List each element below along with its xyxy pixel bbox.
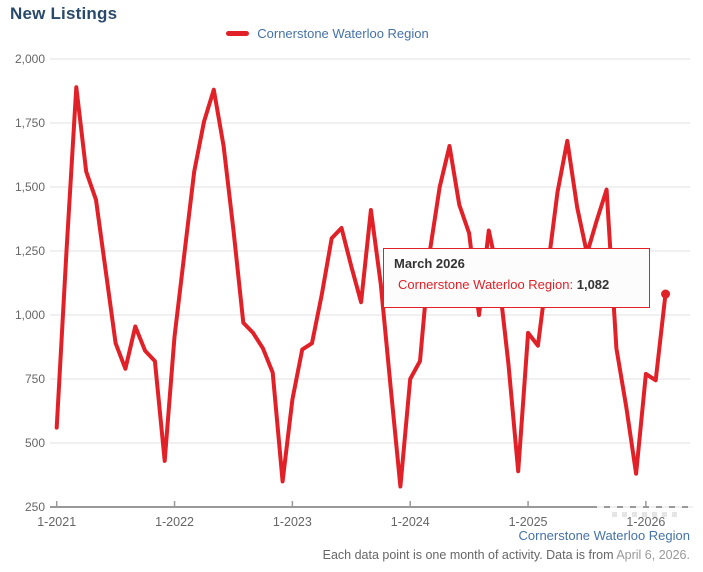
x-axis-label: 1-2026 [626, 515, 665, 529]
y-axis-label: 2,000 [15, 52, 45, 66]
page-title: New Listings [10, 4, 118, 23]
x-axis-label: 1-2021 [37, 515, 76, 529]
tooltip-series-label: Cornerstone Waterloo Region: [398, 277, 574, 292]
tooltip-title: March 2026 [394, 256, 465, 271]
x-axis-label: 1-2022 [155, 515, 194, 529]
highlighted-point-marker[interactable] [661, 289, 671, 299]
x-axis-label: 1-2024 [391, 515, 430, 529]
tooltip-value: 1,082 [576, 277, 610, 292]
footer-brand-link[interactable]: Cornerstone Waterloo Region [518, 528, 691, 543]
x-axis-label: 1-2025 [509, 515, 548, 529]
y-axis-label: 1,500 [15, 180, 45, 194]
series-line [54, 85, 668, 489]
chart-canvas: 250 500 750 1,000 1,250 1,500 1,750 2,000 1-2021… [15, 52, 693, 529]
y-axis-label: 1,250 [15, 244, 45, 258]
x-axis-label: 1-2023 [273, 515, 312, 529]
legend-label: Cornerstone Waterloo Region [257, 26, 429, 41]
y-axis-label: 1,750 [15, 116, 45, 130]
watermark [597, 503, 693, 512]
footer-note: Each data point is one month of activity… [323, 548, 690, 562]
legend-item[interactable]: Cornerstone Waterloo Region [0, 26, 679, 41]
watermark-shadow [612, 512, 678, 517]
y-axis-label: 750 [25, 372, 45, 386]
tooltip-row: Cornerstone Waterloo Region: 1,082 [394, 277, 640, 292]
tooltip: March 2026 Cornerstone Waterloo Region: … [383, 248, 650, 308]
y-axis-label: 250 [25, 500, 45, 514]
footer-note-text: Each data point is one month of activity… [322, 548, 614, 562]
y-axis-label: 500 [25, 436, 45, 450]
legend-series-marker-icon [226, 31, 250, 36]
footer-note-date: April 6, 2026. [616, 548, 690, 562]
y-axis-label: 1,000 [15, 308, 45, 322]
